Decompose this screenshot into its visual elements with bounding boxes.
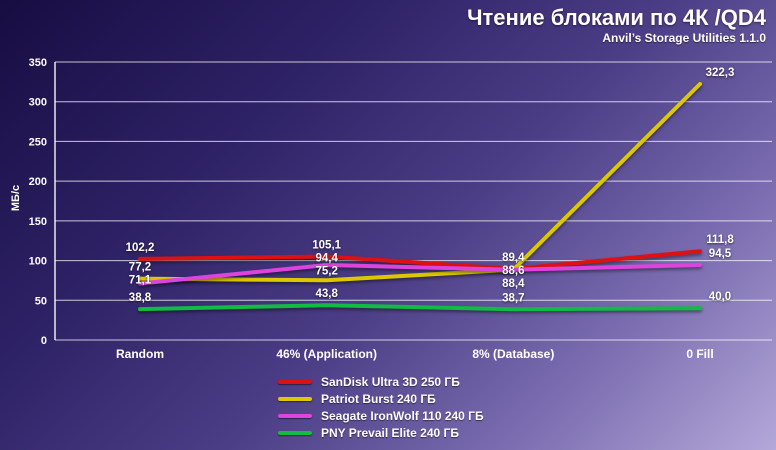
x-axis-label: Random bbox=[116, 347, 164, 361]
data-point-label: 77,2 bbox=[129, 262, 151, 274]
data-point-label: 111,8 bbox=[706, 234, 734, 246]
y-tick-label: 100 bbox=[29, 256, 47, 268]
chart-subtitle: Anvil’s Storage Utilities 1.1.0 bbox=[602, 31, 766, 45]
x-axis-label: 8% (Database) bbox=[472, 347, 554, 361]
data-point-label: 71,1 bbox=[129, 275, 152, 287]
data-point-label: 75,2 bbox=[315, 266, 337, 278]
legend-swatch bbox=[278, 430, 312, 435]
data-point-label: 322,3 bbox=[706, 67, 735, 79]
legend-item-4: PNY Prevail Elite 240 ГБ bbox=[278, 424, 484, 441]
data-point-label: 43,8 bbox=[315, 288, 338, 300]
series-line-3 bbox=[138, 262, 702, 286]
legend-item-3: Seagate IronWolf 110 240 ГБ bbox=[278, 407, 484, 424]
legend-label: Patriot Burst 240 ГБ bbox=[321, 391, 436, 406]
y-axis-title: МБ/с bbox=[10, 184, 22, 212]
data-point-label: 40,0 bbox=[709, 291, 731, 303]
series-line-2 bbox=[138, 82, 702, 283]
legend-swatch bbox=[278, 396, 312, 401]
y-tick-label: 150 bbox=[29, 216, 47, 228]
chart-title: Чтение блоками по 4К /QD4 bbox=[467, 5, 766, 30]
data-point-label: 88,4 bbox=[502, 278, 525, 290]
y-tick-label: 300 bbox=[29, 97, 47, 109]
data-point-label: 94,5 bbox=[709, 248, 732, 260]
data-point-label: 105,1 bbox=[312, 240, 341, 252]
series-line-1 bbox=[138, 249, 702, 271]
data-point-label: 88,6 bbox=[502, 265, 524, 277]
y-tick-label: 50 bbox=[35, 295, 47, 307]
data-point-label: 94,4 bbox=[315, 253, 338, 265]
data-point-label: 102,2 bbox=[126, 242, 155, 254]
legend: SanDisk Ultra 3D 250 ГБ Patriot Burst 240… bbox=[278, 373, 484, 441]
y-tick-label: 200 bbox=[29, 176, 47, 188]
legend-swatch bbox=[278, 379, 312, 384]
data-point-label: 89,4 bbox=[502, 252, 525, 264]
y-tick-label: 0 bbox=[41, 335, 47, 347]
data-point-label: 38,7 bbox=[502, 292, 524, 304]
legend-label: SanDisk Ultra 3D 250 ГБ bbox=[321, 374, 460, 389]
x-axis-label: 0 Fill bbox=[686, 347, 713, 361]
legend-swatch bbox=[278, 413, 312, 418]
y-tick-label: 250 bbox=[29, 136, 47, 148]
legend-label: Seagate IronWolf 110 240 ГБ bbox=[321, 408, 484, 423]
legend-item-1: SanDisk Ultra 3D 250 ГБ bbox=[278, 373, 484, 390]
legend-item-2: Patriot Burst 240 ГБ bbox=[278, 390, 484, 407]
x-axis-label: 46% (Application) bbox=[276, 347, 377, 361]
y-tick-label: 350 bbox=[29, 57, 47, 69]
data-point-label: 38,8 bbox=[129, 292, 152, 304]
series-line-4 bbox=[138, 303, 702, 312]
legend-label: PNY Prevail Elite 240 ГБ bbox=[321, 425, 459, 440]
